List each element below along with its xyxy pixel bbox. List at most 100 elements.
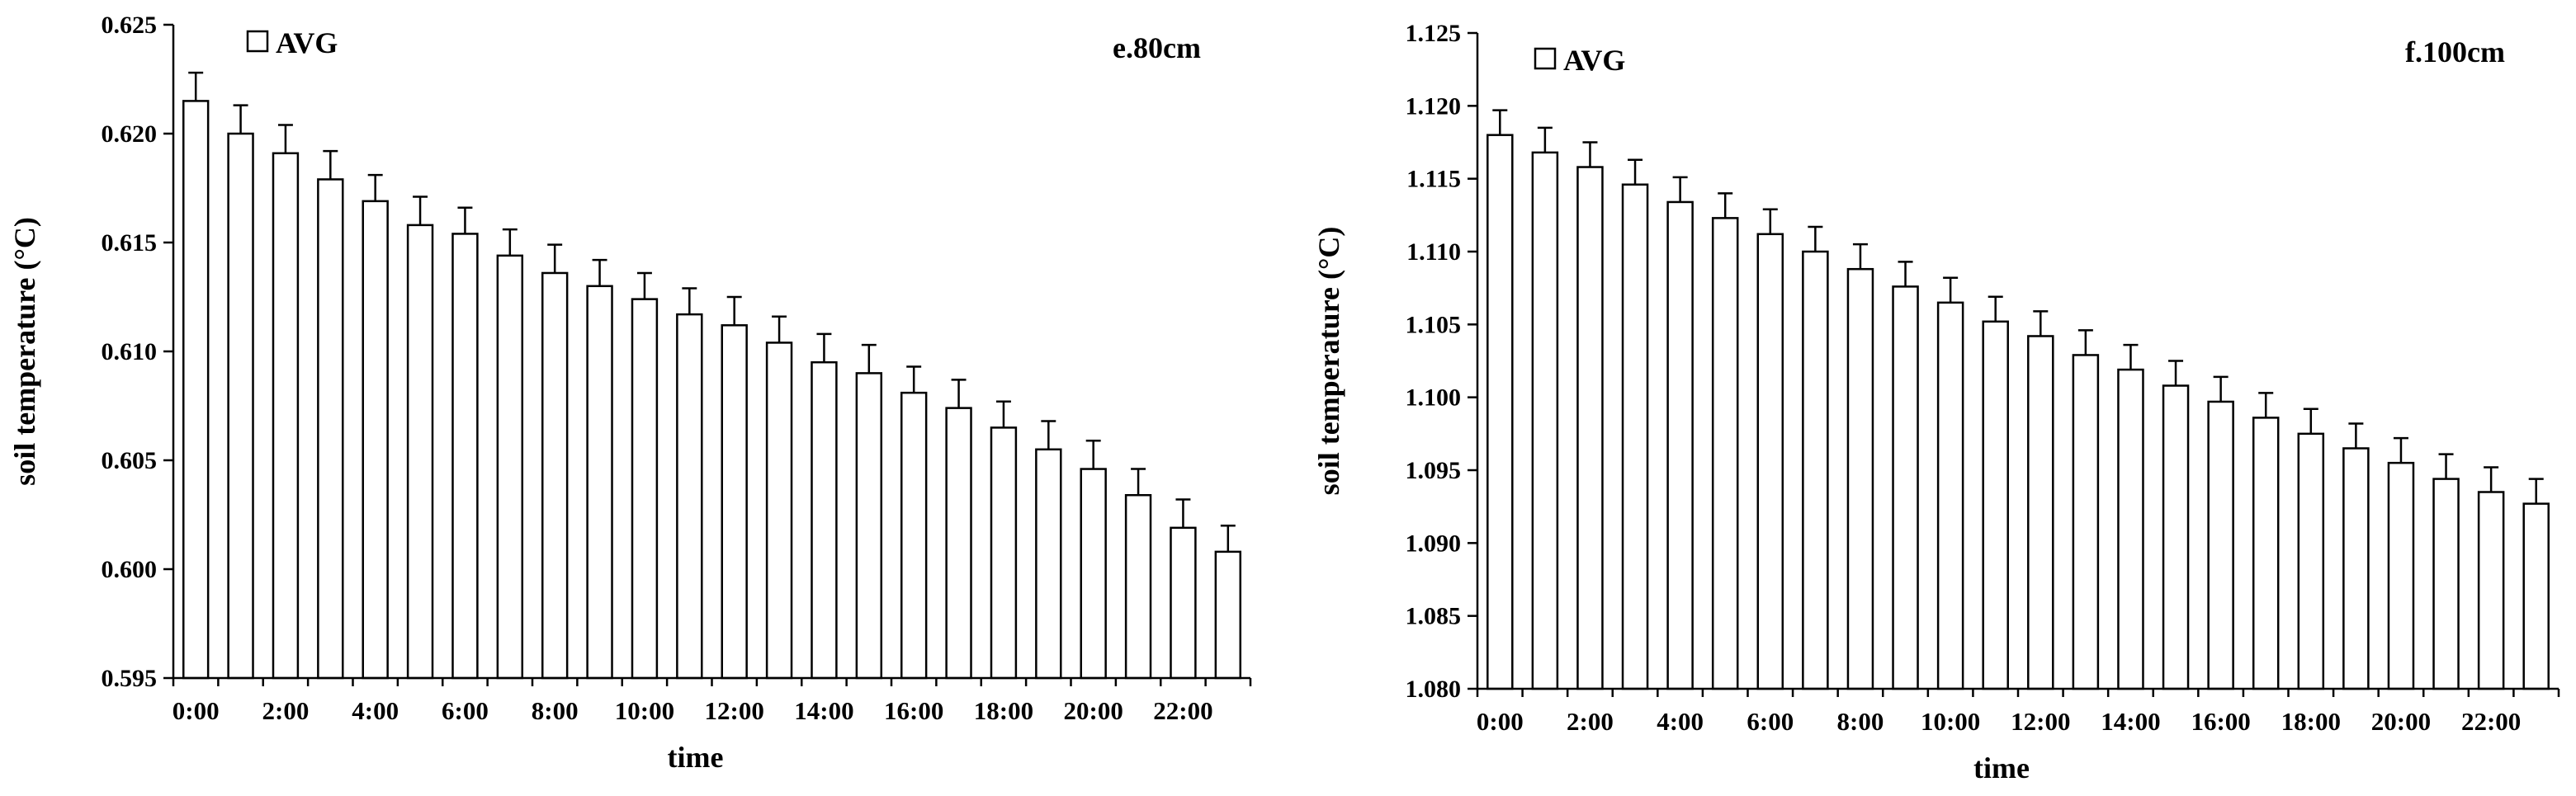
bar — [1124, 493, 1152, 680]
x-tick-label: 22:00 — [1153, 696, 1212, 725]
bar — [2252, 417, 2280, 690]
y-tick-label: 1.100 — [1406, 384, 1462, 412]
x-tick-label: 2:00 — [262, 696, 310, 725]
legend-label: AVG — [276, 26, 338, 59]
y-tick-label: 1.080 — [1406, 676, 1462, 703]
legend-swatch — [246, 30, 269, 53]
x-tick-label: 0:00 — [173, 696, 220, 725]
x-tick-label: 20:00 — [2371, 707, 2431, 736]
x-tick-label: 14:00 — [2101, 707, 2160, 736]
bar — [2072, 354, 2100, 690]
bar — [272, 152, 300, 680]
bar — [362, 200, 389, 680]
bar — [451, 233, 479, 680]
x-tick-label: 14:00 — [794, 696, 853, 725]
y-tick-label: 0.605 — [102, 447, 158, 474]
bar — [765, 341, 793, 680]
bar — [182, 100, 210, 680]
bar — [317, 178, 344, 680]
y-tick-label: 0.600 — [102, 556, 158, 583]
x-tick-label: 4:00 — [1657, 707, 1704, 736]
x-axis-title: time — [1973, 751, 2030, 784]
y-tick-label: 1.110 — [1406, 238, 1461, 266]
x-tick-label: 6:00 — [442, 696, 489, 725]
bar — [541, 271, 569, 680]
bar — [2387, 461, 2415, 690]
bar — [2522, 502, 2550, 690]
x-tick-label: 18:00 — [2281, 707, 2341, 736]
bar — [1892, 285, 1919, 690]
bar — [1711, 217, 1739, 690]
y-tick-label: 1.105 — [1406, 311, 1462, 338]
y-tick-label: 1.125 — [1406, 20, 1462, 47]
x-axis-title: time — [668, 741, 724, 774]
bar — [2432, 478, 2460, 690]
bar — [1035, 448, 1062, 680]
bar — [1487, 134, 1514, 690]
chart-left-svg: 0.595 0.600 0.605 0.610 0.615 0.620 0.625 0:00 2… — [8, 12, 1252, 774]
legend-swatch — [1534, 47, 1557, 70]
chart-panel-left: 0.595 0.600 0.605 0.610 0.615 0.620 0.625 0:00 2… — [8, 12, 1252, 774]
x-tick-label: 18:00 — [974, 696, 1033, 725]
bar — [2207, 400, 2234, 690]
panel-label: e.80cm — [1113, 31, 1201, 64]
bar — [1576, 166, 1604, 690]
chart-panel-right: 1.080 1.085 1.090 1.095 1.100 1.105 1.110 1.115… — [1288, 0, 2576, 796]
bar — [855, 372, 883, 680]
bar — [1936, 301, 1964, 690]
bar — [406, 224, 434, 680]
y-tick-label: 1.085 — [1406, 603, 1462, 630]
bar — [1982, 320, 2009, 690]
bar — [496, 254, 524, 680]
panel-label: f.100cm — [2405, 35, 2505, 68]
x-tick-label: 12:00 — [705, 696, 764, 725]
bar — [1756, 233, 1784, 690]
bar — [2117, 368, 2144, 690]
x-tick-label: 16:00 — [884, 696, 943, 725]
y-tick-label: 1.115 — [1406, 166, 1461, 193]
bar — [1621, 183, 1649, 690]
y-axis-title: soil temperature (°C) — [8, 217, 41, 486]
y-tick-label: 0.595 — [102, 665, 158, 692]
bar — [2477, 491, 2505, 690]
bar — [1802, 250, 1829, 690]
bar — [2162, 384, 2190, 690]
x-tick-label: 2:00 — [1567, 707, 1614, 736]
y-axis-title: soil temperature (°C) — [1312, 227, 1345, 496]
x-tick-label: 8:00 — [1837, 707, 1884, 736]
x-tick-label: 20:00 — [1064, 696, 1123, 725]
y-tick-label: 1.120 — [1406, 92, 1462, 120]
x-tick-label: 10:00 — [615, 696, 674, 725]
bar — [811, 360, 838, 680]
bar — [586, 285, 613, 680]
bar — [2297, 432, 2325, 690]
x-tick-label: 6:00 — [1746, 707, 1794, 736]
bar — [631, 298, 659, 680]
bar — [990, 426, 1018, 680]
x-tick-label: 8:00 — [532, 696, 579, 725]
chart-right-svg: 1.080 1.085 1.090 1.095 1.100 1.105 1.110 1.115… — [1312, 20, 2560, 784]
bar — [1846, 267, 1874, 690]
bar — [1531, 151, 1559, 690]
bar — [1170, 526, 1197, 680]
bar — [2342, 447, 2370, 690]
y-tick-label: 0.615 — [102, 229, 158, 257]
x-tick-label: 12:00 — [2011, 707, 2070, 736]
y-tick-label: 0.620 — [102, 120, 158, 148]
bar — [945, 407, 972, 680]
bar — [1214, 550, 1242, 680]
bar — [721, 324, 748, 680]
bar — [1666, 200, 1694, 690]
y-tick-label: 0.610 — [102, 338, 158, 365]
bar — [227, 132, 254, 680]
bar — [676, 313, 703, 680]
bar — [2027, 335, 2054, 690]
x-tick-label: 16:00 — [2191, 707, 2250, 736]
x-tick-label: 10:00 — [1921, 707, 1980, 736]
y-tick-label: 0.625 — [102, 12, 158, 39]
bar — [900, 391, 928, 680]
y-tick-label: 1.095 — [1406, 457, 1462, 484]
bar — [1080, 468, 1107, 680]
x-tick-label: 0:00 — [1477, 707, 1524, 736]
x-tick-label: 22:00 — [2461, 707, 2521, 736]
